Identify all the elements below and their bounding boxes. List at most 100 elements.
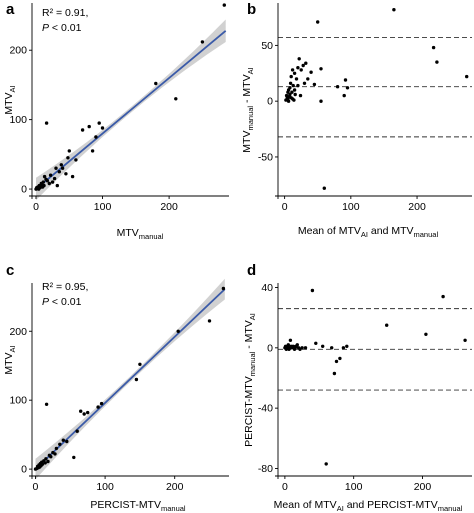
panel-a-data-point bbox=[60, 166, 65, 170]
panel-b-data-point bbox=[345, 86, 350, 90]
panel-a-data-point bbox=[80, 128, 85, 132]
panel-a-data-point bbox=[48, 173, 53, 177]
panel-d-y-tick-label: 40 bbox=[261, 282, 273, 294]
panel-b-data-point bbox=[289, 74, 293, 79]
panel-c-fit-line bbox=[34, 288, 226, 470]
panel-b-data-point bbox=[290, 90, 294, 94]
panel-a-data-point bbox=[90, 149, 95, 153]
panel-c-data-point bbox=[134, 377, 139, 382]
panel-c-data-point bbox=[96, 405, 100, 409]
panel-a-data-point bbox=[52, 176, 57, 181]
panel-c-data-point bbox=[86, 410, 90, 415]
panel-c-data-point bbox=[72, 455, 76, 460]
panel-b-data-point bbox=[322, 186, 326, 190]
panel-d-y-tick-label: 0 bbox=[267, 342, 273, 354]
panel-a-data-point bbox=[42, 174, 47, 179]
panel-b-data-point bbox=[288, 81, 293, 86]
panel-d-data-point bbox=[338, 356, 342, 361]
panel-a-r2-text: R² = 0.91, bbox=[42, 7, 88, 19]
panel-d-data-point bbox=[295, 343, 299, 347]
panel-c-xlabel: PERCIST-MTVmanual bbox=[90, 499, 186, 513]
panel-c-data-point bbox=[138, 362, 142, 366]
panel-c-data-point bbox=[65, 439, 69, 444]
panel-a-data-point bbox=[47, 181, 51, 186]
panel-d-chart: 0 100 200 -80 -40 0 40 bbox=[258, 282, 472, 493]
panel-letter-b: b bbox=[247, 1, 256, 18]
panel-d-ylabel: PERCIST-MTVmanual - MTVAI bbox=[243, 313, 257, 447]
panel-b-x-tick-label: 100 bbox=[342, 201, 360, 213]
panel-a-data-point bbox=[222, 3, 226, 7]
panel-a-data-point bbox=[97, 121, 101, 125]
panel-a-data-point bbox=[42, 183, 46, 188]
panel-letter-a: a bbox=[6, 1, 15, 18]
panel-c-data-point bbox=[44, 402, 49, 406]
panel-c-ylabel: MTVAI bbox=[3, 345, 17, 374]
panel-b-data-point bbox=[294, 77, 299, 81]
panel-d-data-point bbox=[345, 344, 349, 348]
panel-c-data-point bbox=[43, 461, 47, 465]
panel-a-data-point bbox=[50, 180, 55, 184]
panel-a-data-point bbox=[41, 180, 45, 184]
panel-c-data-point bbox=[79, 409, 83, 413]
panel-b-data-point bbox=[392, 8, 396, 12]
panel-a-y-tick-label: 0 bbox=[21, 184, 27, 196]
panel-c-r2-text: R² = 0.95, bbox=[42, 281, 88, 293]
panel-c-data-point bbox=[46, 459, 50, 464]
panel-d-data-point bbox=[441, 294, 445, 299]
panel-c-y-tick-label: 200 bbox=[9, 326, 27, 338]
panel-c-data-point bbox=[49, 455, 53, 459]
panel-c-data-point bbox=[221, 286, 226, 291]
panel-a-p-text: P < 0.01 bbox=[42, 22, 82, 34]
panel-b-data-point bbox=[302, 81, 307, 86]
panel-letter-c: c bbox=[6, 262, 14, 279]
panel-d-data-point bbox=[385, 323, 389, 327]
panel-a-y-tick-label: 100 bbox=[9, 114, 27, 126]
panel-c-data-point bbox=[99, 401, 104, 406]
panel-b-data-point bbox=[316, 20, 320, 24]
panel-c-data-point bbox=[53, 452, 57, 456]
panel-c-data-point bbox=[58, 442, 62, 446]
panel-b-data-point bbox=[319, 67, 323, 71]
panel-b-data-point bbox=[465, 74, 469, 79]
panel-b-xlabel: Mean of MTVAI and MTVmanual bbox=[298, 225, 439, 239]
panel-b-data-point bbox=[312, 82, 317, 87]
panel-a-chart: 0 100 200 0 100 200 bbox=[9, 3, 229, 213]
panel-b-data-point bbox=[431, 45, 436, 50]
panel-b-data-point bbox=[435, 60, 439, 64]
panel-b-data-point bbox=[304, 61, 308, 65]
panel-b-data-point bbox=[299, 68, 303, 72]
panel-d-data-point bbox=[286, 343, 290, 347]
panel-d-data-point bbox=[288, 338, 293, 342]
panel-b-data-point bbox=[301, 63, 305, 68]
panel-a-data-point bbox=[74, 158, 78, 162]
panel-d-data-point bbox=[424, 332, 428, 336]
panel-b-chart: 0 100 200 -50 0 50 bbox=[258, 3, 472, 213]
panel-c-data-point bbox=[40, 462, 45, 466]
panel-b-data-point bbox=[291, 83, 295, 88]
panel-a-x-tick-label: 0 bbox=[33, 201, 39, 213]
panel-b-x-tick-label: 0 bbox=[282, 201, 288, 213]
panel-d-x-tick-label: 100 bbox=[345, 481, 363, 493]
panel-a-xlabel: MTVmanual bbox=[117, 227, 164, 241]
panel-b-data-point bbox=[335, 85, 340, 89]
panel-d-data-point bbox=[300, 346, 304, 350]
panel-b-data-point bbox=[292, 71, 297, 76]
panel-letter-d: d bbox=[247, 262, 256, 279]
panel-a-data-point bbox=[100, 126, 105, 130]
panel-a-data-point bbox=[94, 135, 98, 139]
panel-c-data-point bbox=[176, 329, 180, 333]
panel-b-data-point bbox=[292, 98, 296, 102]
panel-c-x-tick-label: 100 bbox=[96, 481, 114, 493]
panel-b-x-tick-label: 200 bbox=[408, 201, 426, 213]
panel-a-ylabel: MTVAI bbox=[3, 85, 17, 114]
panel-b-data-point bbox=[288, 86, 292, 90]
panel-b-data-point bbox=[286, 99, 291, 103]
panel-a-data-point bbox=[44, 121, 49, 125]
panel-a-x-tick-label: 100 bbox=[94, 201, 112, 213]
panel-d-data-point bbox=[330, 346, 334, 350]
panel-a-data-point bbox=[59, 163, 63, 167]
panel-d-y-tick-label: -40 bbox=[258, 403, 273, 415]
panel-a-data-point bbox=[45, 179, 49, 183]
panel-b-data-point bbox=[298, 93, 303, 98]
